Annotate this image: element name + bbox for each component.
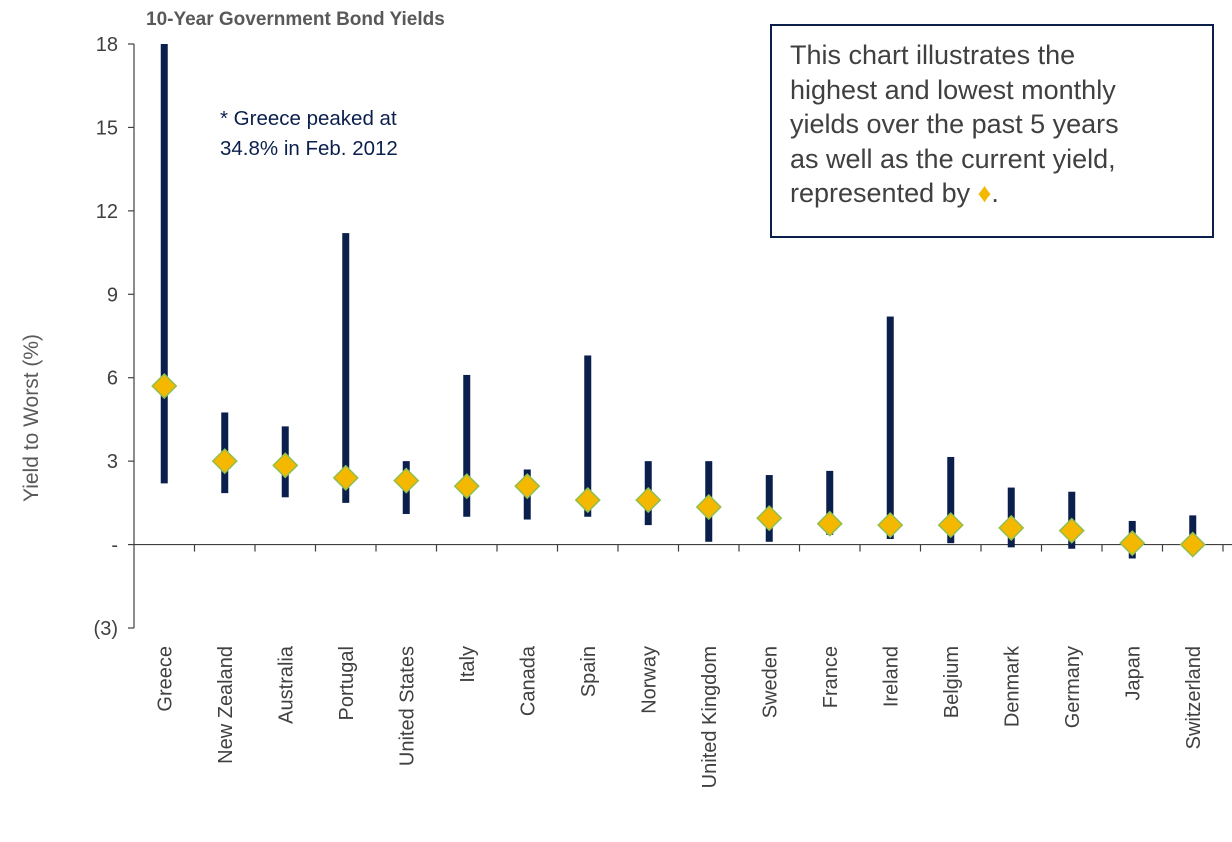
y-tick-label: 12: [96, 201, 118, 223]
x-tick-label: France: [820, 646, 842, 708]
range-bar: [886, 316, 894, 540]
x-tick-label: Greece: [154, 646, 176, 712]
range-bar: [584, 355, 592, 517]
x-tick-label: Italy: [457, 646, 479, 683]
current-yield-marker: [756, 505, 783, 532]
x-tick-label: Denmark: [1001, 645, 1023, 727]
y-tick-label: -: [111, 535, 118, 557]
x-tick-label: Japan: [1122, 646, 1144, 701]
axis-labels: 18 15 12 9 6 3 - (3) Greece New Zealand Australia P…: [20, 9, 1205, 788]
annotation-text: * Greece peaked at: [220, 107, 397, 130]
note-line-4: as well as the current yield,: [790, 143, 1116, 174]
current-yield-marker: [937, 512, 964, 539]
note-line-2: highest and lowest monthly: [790, 74, 1116, 105]
y-tick-label: 3: [107, 451, 118, 473]
current-yield-marker: [635, 487, 662, 514]
range-bar: [826, 470, 834, 535]
y-axis-label: Yield to Worst (%): [20, 334, 43, 502]
y-tick-label: 9: [107, 284, 118, 306]
annotation-text: 34.8% in Feb. 2012: [220, 137, 398, 160]
chart-title: 10-Year Government Bond Yields: [146, 9, 445, 30]
note-line-3: yields over the past 5 years: [790, 109, 1119, 139]
current-yield-marker: [151, 372, 178, 400]
x-tick-label: Switzerland: [1183, 646, 1205, 749]
axes: [128, 43, 1232, 629]
x-tick-label: Australia: [275, 645, 297, 724]
current-yield-marker: [877, 512, 904, 539]
current-yield-marker: [1058, 517, 1085, 544]
x-tick-label: Germany: [1062, 646, 1084, 728]
range-bar: [342, 233, 350, 503]
x-tick-label: Norway: [638, 646, 660, 714]
note-box: This chart illustrates the highest and l…: [770, 24, 1214, 238]
range-bar: [947, 456, 955, 544]
current-yield-marker: [998, 514, 1025, 541]
current-yield-marker: [211, 448, 238, 475]
current-yield-marker: [1179, 531, 1206, 558]
y-tick-label: 6: [107, 368, 118, 390]
range-bar: [1189, 515, 1197, 545]
current-yield-marker: [1119, 530, 1146, 557]
diamond-icon: ♦: [977, 178, 992, 208]
current-yield-marker: [393, 467, 420, 494]
x-tick-label: New Zealand: [215, 646, 237, 764]
note-line-5-text: represented by: [790, 178, 978, 208]
x-tick-label: United States: [396, 646, 418, 766]
x-tick-label: Belgium: [941, 646, 963, 718]
current-yield-markers: [151, 372, 1206, 558]
note-line-1: This chart illustrates the: [790, 40, 1076, 70]
range-bar: [160, 44, 168, 484]
current-yield-marker: [695, 493, 722, 521]
x-tick-label: Spain: [578, 646, 600, 697]
current-yield-marker: [332, 464, 359, 491]
current-yield-marker: [514, 473, 541, 500]
y-tick-label: (3): [94, 618, 118, 640]
y-tick-label: 18: [96, 34, 118, 56]
current-yield-marker: [816, 510, 843, 537]
x-tick-label: Sweden: [759, 646, 781, 718]
y-tick-label: 15: [96, 117, 118, 139]
note-period: .: [991, 178, 999, 208]
note-line-5: represented by ♦.: [790, 176, 1198, 211]
x-tick-label: United Kingdom: [699, 646, 721, 788]
x-tick-label: Ireland: [880, 646, 902, 707]
x-tick-label: Canada: [517, 645, 539, 716]
current-yield-marker: [574, 487, 601, 514]
current-yield-marker: [453, 473, 480, 500]
x-tick-label: Portugal: [336, 646, 358, 721]
current-yield-marker: [272, 452, 299, 479]
range-bar: [463, 374, 471, 517]
